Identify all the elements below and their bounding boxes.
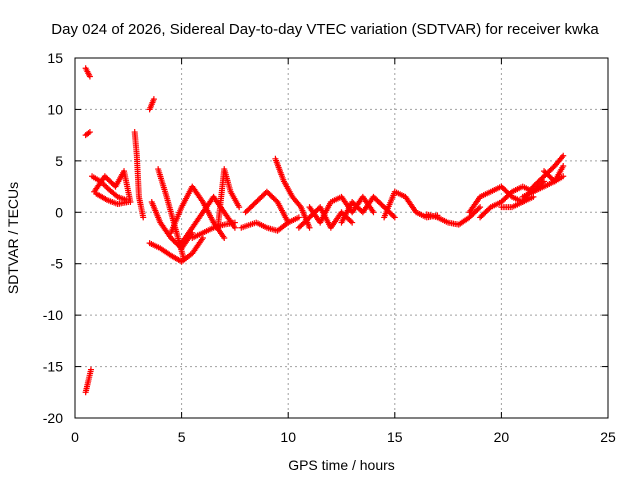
data-point [150,96,157,103]
data-point [477,204,484,211]
grid-lines [75,58,608,418]
x-tick-label: 15 [387,429,403,445]
data-point [180,255,187,262]
data-point [86,73,93,80]
y-tick-label: -10 [43,307,63,323]
data-point [236,204,243,211]
y-tick-label: -5 [51,256,64,272]
y-tick-label: 10 [47,101,63,117]
data-point [391,214,398,221]
data-point [231,219,238,226]
x-tick-label: 10 [280,429,296,445]
data-point [349,219,356,226]
data-point [295,214,302,221]
y-tick-label: -20 [43,410,63,426]
x-tick-label: 5 [178,429,186,445]
y-tick-label: 15 [47,50,63,66]
data-point-trace [101,182,108,189]
chart-title: Day 024 of 2026, Sidereal Day-to-day VTE… [51,21,599,38]
data-point [560,163,567,169]
x-tick-label: 0 [71,429,79,445]
y-axis-label: SDTVAR / TECUs [5,182,21,294]
data-point [86,129,93,136]
data-point [285,219,292,226]
data-point [221,235,228,241]
x-tick-label: 25 [600,429,616,445]
x-axis-label: GPS time / hours [288,457,395,473]
y-tick-label: 5 [55,153,63,169]
data-point-trace [486,205,493,212]
y-tick-label: 0 [55,204,63,220]
plot-frame [74,57,609,419]
y-tick-label: -15 [43,359,63,375]
data-point [125,199,132,205]
data-points [82,65,567,396]
data-point [231,224,238,231]
data-point [306,224,313,231]
data-point [560,173,567,180]
data-point-trace [103,183,110,190]
data-point [199,235,206,241]
data-point [560,152,567,159]
data-point-trace [390,213,397,220]
data-point-trace [273,197,280,204]
data-point-trace [507,190,514,196]
data-point [140,214,147,221]
data-point [370,209,377,216]
data-point [530,193,537,200]
data-point-trace [475,205,482,212]
x-tick-label: 20 [494,429,510,445]
data-point-trace [347,218,354,225]
axes: 0 5 10 15 20 25 -20 -15 -10 -5 0 5 10 15 [43,50,616,445]
data-point [87,366,94,373]
